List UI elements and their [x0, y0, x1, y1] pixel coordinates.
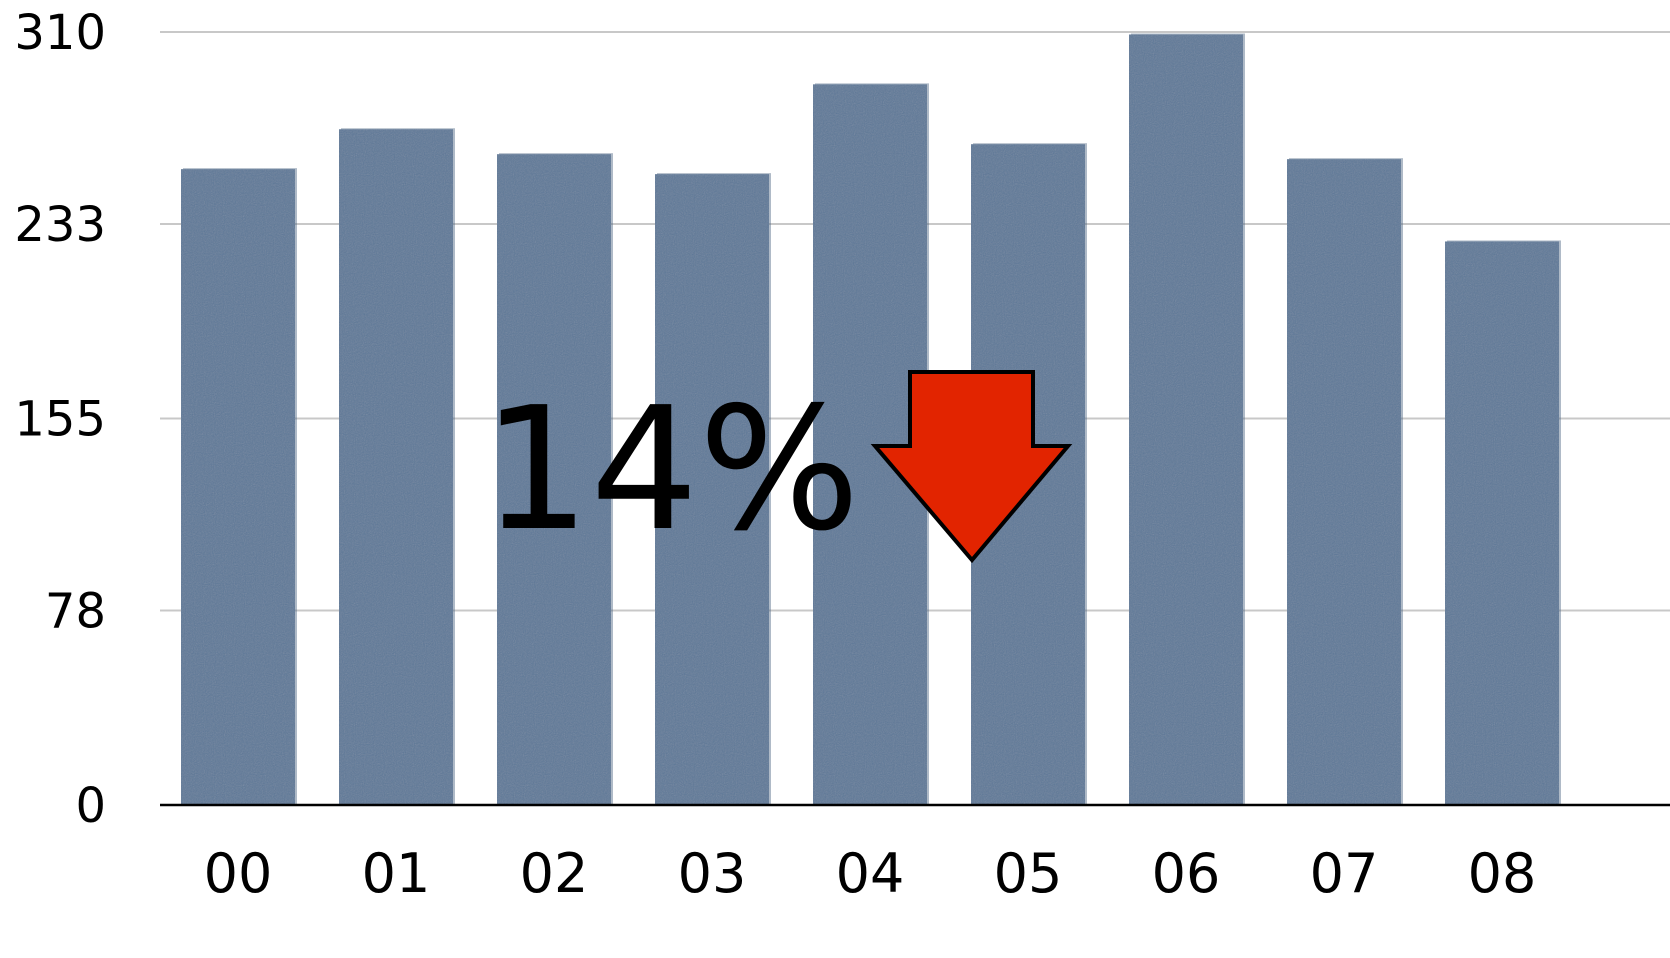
x-tick-label: 03 — [678, 842, 747, 905]
y-axis-tick-labels: 0 78 155 233 310 — [14, 5, 106, 834]
x-tick-label: 08 — [1468, 842, 1537, 905]
y-tick-label: 233 — [14, 197, 106, 253]
x-tick-label: 00 — [204, 842, 273, 905]
bar-01 — [339, 129, 453, 805]
bar-03 — [655, 174, 769, 805]
x-tick-label: 04 — [836, 842, 905, 905]
y-tick-label: 310 — [14, 5, 106, 61]
x-tick-label: 01 — [362, 842, 431, 905]
down-arrow-icon — [870, 370, 1073, 564]
y-tick-label: 78 — [45, 584, 106, 640]
annotation-percent-label: 14% — [482, 371, 860, 569]
bar-08 — [1445, 241, 1559, 805]
x-tick-label: 05 — [994, 842, 1063, 905]
bars — [181, 33, 1561, 806]
y-tick-label: 155 — [14, 392, 106, 448]
bar-00 — [181, 169, 295, 806]
x-tick-label: 02 — [520, 842, 589, 905]
annotation: 14% — [482, 370, 1073, 569]
y-tick-label: 0 — [75, 778, 106, 834]
x-tick-label: 06 — [1152, 842, 1221, 905]
x-tick-label: 07 — [1310, 842, 1379, 905]
bar-06 — [1129, 34, 1243, 806]
bar-07 — [1287, 159, 1401, 806]
bar-02 — [497, 154, 611, 806]
x-axis-tick-labels: 00 01 02 03 04 05 06 07 08 — [204, 842, 1537, 905]
